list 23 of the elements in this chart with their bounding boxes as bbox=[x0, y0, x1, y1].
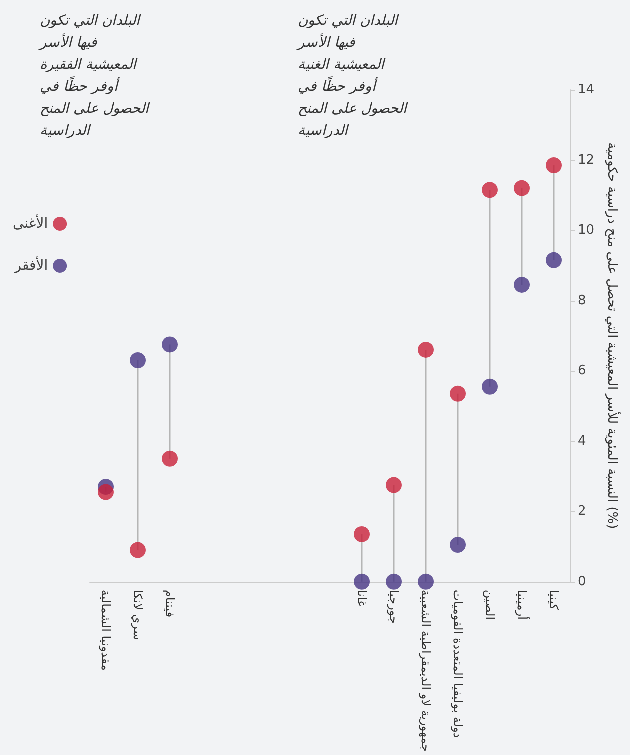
y-tick-label: 6 bbox=[578, 364, 586, 379]
y-tick-label: 12 bbox=[578, 152, 595, 168]
x-tick-label: مقدونيا الشمالية bbox=[99, 590, 113, 671]
x-tick-label: أرمينيا bbox=[515, 590, 530, 620]
y-tick-label: 2 bbox=[578, 504, 586, 520]
y-tick-label: 10 bbox=[578, 223, 595, 238]
annotation: البلدان التي تكون فيها الأسر المعيشية الفقيرة أوفر حظًا في الحصول على المنح الدراسية bbox=[38, 13, 154, 139]
y-tick-label: 4 bbox=[578, 434, 586, 449]
y-tick-label: 8 bbox=[578, 293, 586, 308]
x-tick-label: كينيا bbox=[547, 590, 561, 610]
y-tick-label: 0 bbox=[578, 574, 586, 590]
x-tick-label: جمهورية لاو الديمقراطية الشعبية bbox=[419, 590, 433, 752]
y-axis-title: النسبة المئوية للأسر المعيشية التي تحصل على منح دراسية حكومية (%) bbox=[604, 142, 622, 530]
x-tick-label: فيتنام bbox=[163, 590, 177, 618]
y-tick-label: 14 bbox=[578, 82, 595, 98]
x-tick-label: سري لانكا bbox=[131, 590, 145, 640]
annotation: البلدان التي تكون فيها الأسر المعيشية الغنية أوفر حظًا في الحصول على المنح الدراسية bbox=[296, 13, 412, 139]
x-tick-label: غانا bbox=[355, 590, 369, 607]
x-tick-label: جورجيا bbox=[387, 590, 401, 624]
legend-label: الأغنى bbox=[12, 214, 48, 232]
legend-label: الأفقر bbox=[14, 256, 48, 274]
x-tick-label: الصين bbox=[483, 590, 497, 620]
x-tick-label: دولة بوليفيا المتعددة القوميات bbox=[451, 590, 465, 738]
